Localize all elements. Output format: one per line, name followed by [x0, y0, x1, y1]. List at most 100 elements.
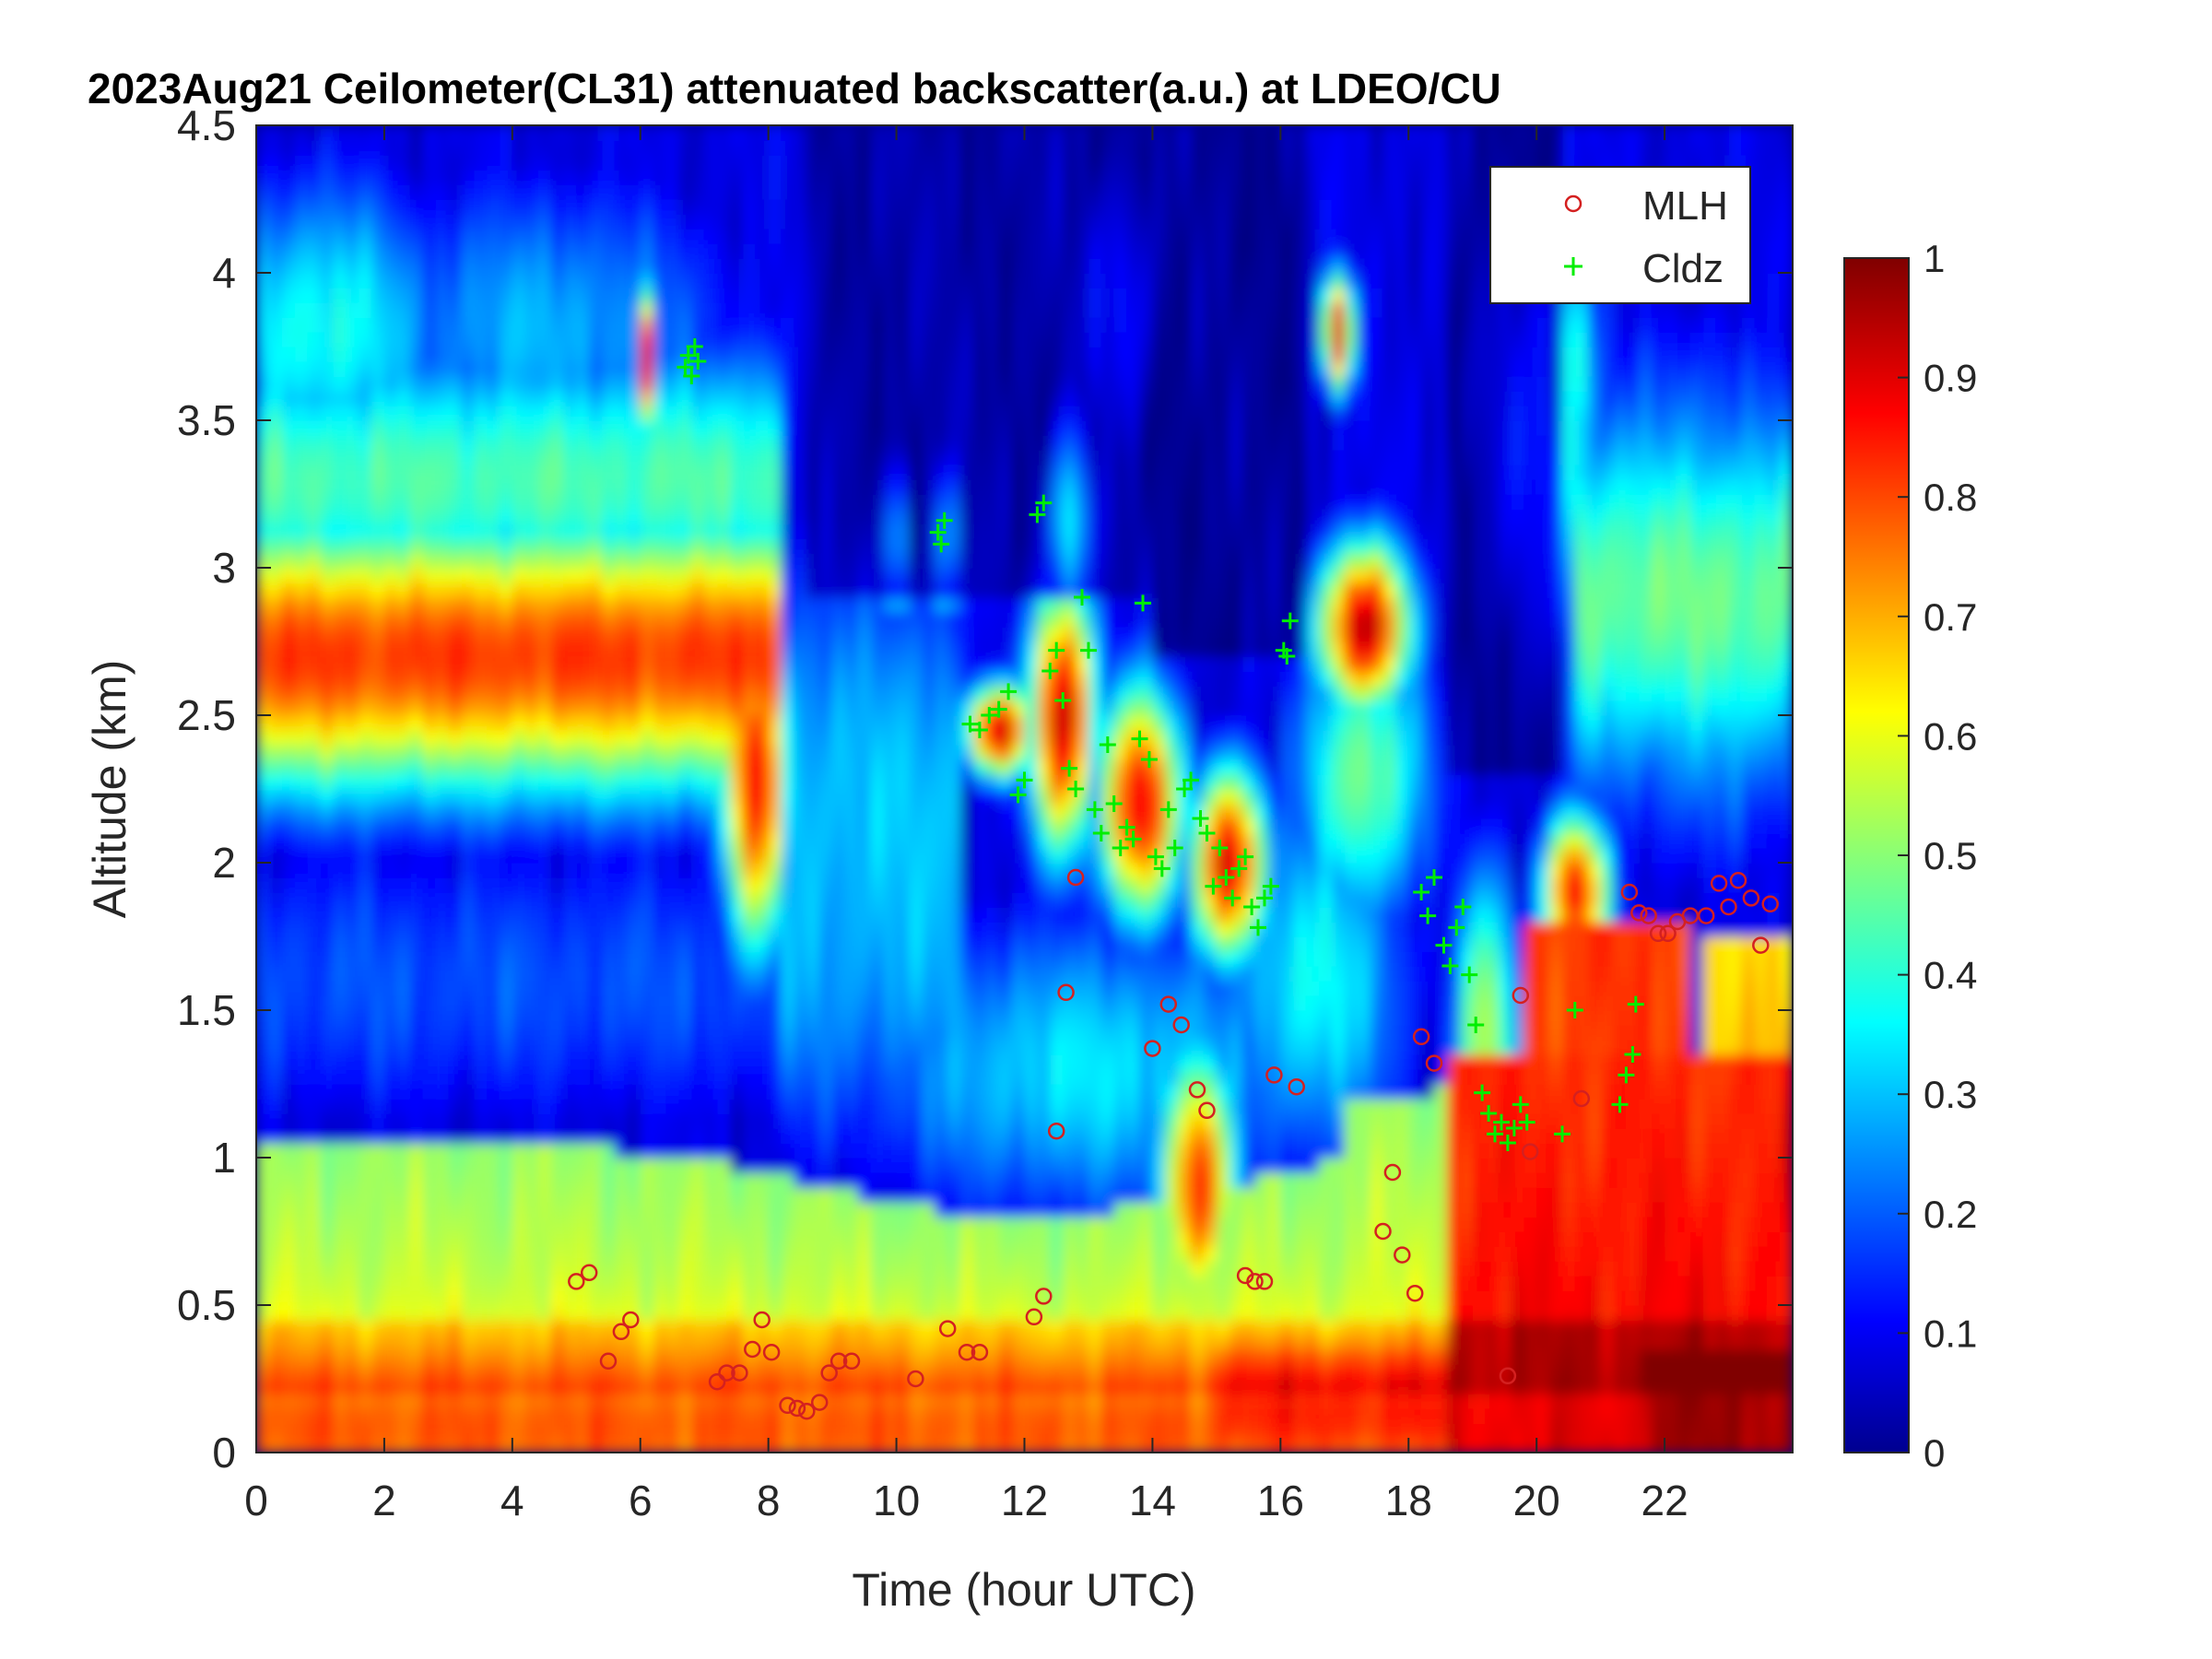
cldz-marker [1474, 1084, 1491, 1101]
cldz-marker [1278, 648, 1296, 665]
cldz-marker [1467, 1017, 1485, 1033]
mlh-marker [1025, 1308, 1043, 1326]
x-tick-label: 10 [873, 1477, 920, 1524]
cldz-marker [1218, 869, 1235, 886]
cldz-marker [1237, 848, 1254, 865]
cldz-marker [1016, 771, 1033, 789]
cldz-marker [1000, 683, 1018, 700]
axis-ticks: 0 2 4 6 8 10 12 14 16 18 20 22 0 0.5 1 1.5 2 2.5 3 3.5 4 4.5 [177, 101, 1793, 1524]
x-tick-label: 14 [1129, 1477, 1176, 1524]
x-tick-label: 4 [500, 1477, 524, 1524]
cldz-marker [1092, 825, 1110, 841]
mlh-marker [1412, 1028, 1430, 1046]
cldz-marker [971, 722, 988, 738]
cldz-marker [1487, 1125, 1503, 1143]
cldz-marker [1166, 840, 1183, 856]
cldz-marker [679, 347, 697, 364]
mlh-marker [568, 1273, 585, 1290]
mlh-marker [708, 1372, 726, 1391]
cldz-marker [1262, 877, 1279, 895]
cldz-marker [1505, 1120, 1523, 1136]
mlh-marker [971, 1343, 989, 1361]
mlh-marker [1659, 924, 1677, 943]
mlh-marker [1188, 1081, 1206, 1099]
mlh-marker [718, 1364, 735, 1382]
mlh-marker [1742, 889, 1760, 907]
cldz-marker [689, 353, 707, 370]
mlh-marker [1035, 1288, 1053, 1305]
cldz-marker [1461, 966, 1478, 983]
y-tick-label: 2.5 [177, 691, 236, 739]
mlh-marker [1761, 895, 1779, 913]
legend-cldz-marker [1564, 257, 1583, 276]
cldz-marker [961, 715, 979, 733]
mlh-marker [1047, 1122, 1065, 1140]
legend-mlh-marker [1564, 194, 1583, 213]
cldz-marker [1112, 840, 1129, 856]
cldz-marker [1198, 825, 1216, 841]
data-markers [568, 338, 1779, 1420]
mlh-marker [1640, 907, 1657, 924]
cldz-marker [1281, 612, 1299, 629]
x-tick-label: 18 [1385, 1477, 1432, 1524]
mlh-marker [830, 1352, 848, 1371]
cldz-marker [1153, 860, 1171, 877]
mlh-marker [1681, 907, 1700, 924]
colorbar-ticks: 0 0.1 0.2 0.3 0.4 0.5 0.6 0.7 0.8 0.9 1 [1898, 237, 1977, 1475]
colorbar-tick-label: 0.1 [1924, 1312, 1977, 1355]
mlh-marker [1521, 1143, 1539, 1160]
mlh-marker [779, 1396, 796, 1415]
cldz-marker [1518, 1113, 1535, 1131]
mlh-marker [788, 1399, 806, 1418]
x-tick-label: 6 [629, 1477, 653, 1524]
cldz-marker [1627, 995, 1644, 1013]
chart-title: 2023Aug21 Ceilometer(CL31) attenuated ba… [88, 65, 1501, 112]
x-tick-label: 20 [1513, 1477, 1560, 1524]
cldz-marker [1048, 641, 1065, 659]
x-tick-label: 8 [757, 1477, 781, 1524]
mlh-marker [1729, 871, 1747, 889]
cldz-marker [1250, 919, 1266, 936]
cldz-marker [1211, 840, 1229, 856]
cldz-marker [1140, 751, 1158, 768]
y-tick-label: 0 [212, 1429, 236, 1477]
colorbar-tick-label: 0.5 [1924, 834, 1977, 877]
mlh-marker [599, 1352, 618, 1371]
cldz-marker [1029, 506, 1046, 524]
cldz-marker [1009, 786, 1027, 804]
cldz-marker [1493, 1113, 1510, 1131]
colorbar-tick-label: 0.9 [1924, 357, 1977, 400]
y-axis-label: Altitude (km) [84, 660, 135, 919]
mlh-marker [820, 1364, 838, 1382]
mlh-marker [1752, 936, 1770, 954]
colorbar-tick-label: 0.3 [1924, 1073, 1977, 1116]
cldz-marker [1147, 848, 1164, 865]
cldz-marker [1086, 801, 1103, 818]
mlh-marker [1425, 1054, 1443, 1072]
cldz-marker [1192, 810, 1209, 827]
mlh-marker [1288, 1077, 1305, 1096]
colorbar-tick-label: 0.2 [1924, 1193, 1977, 1236]
cldz-marker [1566, 1002, 1583, 1018]
x-tick-label: 16 [1257, 1477, 1304, 1524]
legend[interactable]: MLH Cldz [1489, 166, 1751, 304]
cldz-marker [981, 707, 998, 724]
mlh-marker [1499, 1367, 1517, 1385]
cldz-marker [1618, 1066, 1635, 1084]
cldz-marker [1224, 889, 1241, 907]
colorbar-tick-label: 0.7 [1924, 595, 1977, 639]
mlh-marker [1198, 1101, 1216, 1120]
cldz-marker [1454, 899, 1472, 915]
cldz-marker [1159, 801, 1177, 818]
mlh-marker [744, 1340, 761, 1359]
cldz-marker [686, 338, 703, 355]
y-tick-label: 3.5 [177, 396, 236, 444]
colorbar-tick-label: 0.6 [1924, 714, 1977, 758]
cldz-marker [929, 524, 947, 541]
colorbar: 0 0.1 0.2 0.3 0.4 0.5 0.6 0.7 0.8 0.9 1 [1843, 237, 1977, 1475]
y-tick-label: 4 [212, 249, 236, 297]
mlh-marker [842, 1352, 861, 1371]
y-tick-label: 3 [212, 544, 236, 592]
cldz-marker [935, 512, 953, 529]
